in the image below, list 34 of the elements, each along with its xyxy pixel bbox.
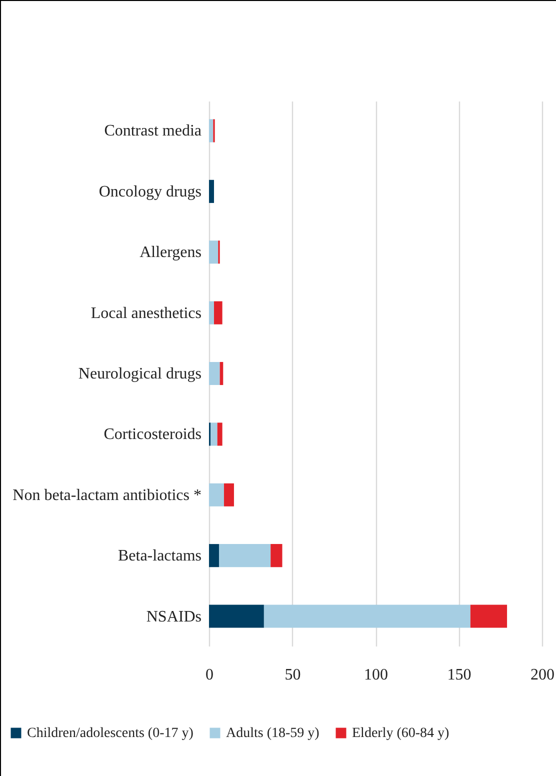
bar: [218, 544, 271, 568]
y-tick-label: Neurological drugs: [78, 366, 202, 382]
y-tick-label: Oncology drugs: [98, 183, 202, 200]
y-tick-label: Contrast media: [104, 122, 202, 140]
legend-label: Adults (18-59 y): [226, 726, 320, 741]
bar: [217, 422, 222, 446]
bar: [209, 604, 264, 628]
bar: [209, 483, 224, 506]
bar: [209, 544, 219, 568]
bar: [264, 604, 470, 628]
y-tick-label: NSAIDs: [146, 608, 202, 626]
x-tick-label: 150: [447, 666, 472, 684]
bar: [214, 301, 222, 324]
bar: [209, 180, 214, 203]
legend-label: Children/adolescents (0-17 y): [27, 726, 194, 741]
y-tick-label: Local anesthetics: [90, 304, 202, 322]
x-tick-label: 0: [206, 666, 214, 684]
legend-label: Elderly (60-84 y): [352, 726, 450, 741]
bar: [209, 301, 214, 324]
bar: [209, 119, 214, 142]
y-tick-label: Non beta-lactam antibiotics *: [12, 486, 202, 504]
x-tick-label: 200: [530, 666, 554, 684]
x-tick-label: 50: [284, 666, 301, 684]
bar: [224, 483, 234, 506]
y-tick-label: Allergens: [140, 244, 202, 262]
bar: [270, 544, 282, 568]
y-tick-label: Beta-lactams: [118, 548, 202, 565]
bar: [209, 362, 220, 386]
bar: [220, 362, 224, 386]
x-tick-label: 100: [364, 666, 388, 684]
y-tick-label: Corticosteroids: [104, 426, 202, 444]
bar: [209, 240, 218, 264]
bar: [470, 604, 508, 628]
bar: [210, 422, 218, 446]
